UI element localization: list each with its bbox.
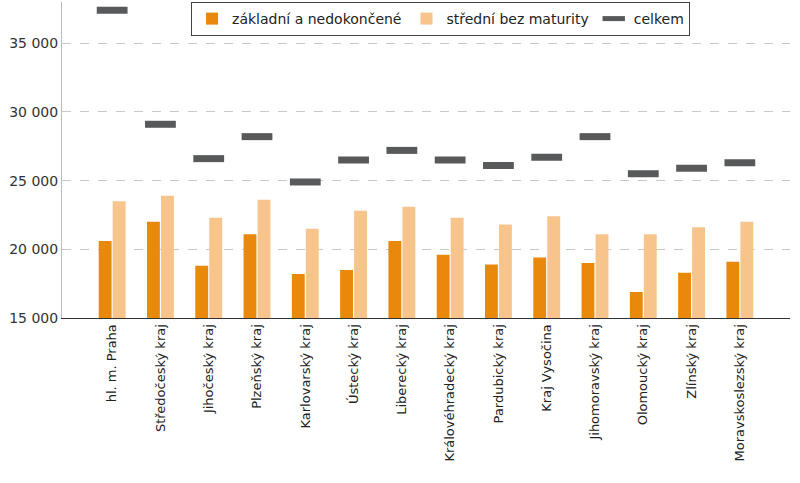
svg-text:15 000: 15 000 xyxy=(9,310,58,326)
svg-text:25 000: 25 000 xyxy=(9,173,58,189)
svg-text:Olomoucký kraj: Olomoucký kraj xyxy=(636,324,651,425)
svg-text:30 000: 30 000 xyxy=(9,104,58,120)
svg-text:35 000: 35 000 xyxy=(9,35,58,51)
svg-text:Ústecký kraj: Ústecký kraj xyxy=(346,324,361,404)
svg-text:hl. m. Praha: hl. m. Praha xyxy=(104,324,119,402)
svg-text:Liberecký kraj: Liberecký kraj xyxy=(394,324,409,415)
svg-text:Plzeňský kraj: Plzeňský kraj xyxy=(249,324,264,409)
svg-text:Středočeský kraj: Středočeský kraj xyxy=(153,324,168,432)
svg-text:Jihočeský kraj: Jihočeský kraj xyxy=(201,324,216,414)
svg-text:základní a nedokončené: základní a nedokončené xyxy=(232,11,401,27)
svg-text:Moravskoslezský kraj: Moravskoslezský kraj xyxy=(732,324,747,461)
svg-text:Karlovarský kraj: Karlovarský kraj xyxy=(298,324,313,428)
svg-text:Královéhradecký kraj: Královéhradecký kraj xyxy=(442,324,457,461)
svg-text:celkem: celkem xyxy=(634,11,684,27)
svg-text:Jihomoravský kraj: Jihomoravský kraj xyxy=(587,324,602,440)
svg-text:Kraj Vysočina: Kraj Vysočina xyxy=(539,324,554,412)
svg-text:střední bez maturity: střední bez maturity xyxy=(446,11,588,27)
svg-text:20 000: 20 000 xyxy=(9,241,58,257)
svg-text:Pardubický kraj: Pardubický kraj xyxy=(491,324,506,423)
svg-text:Zlínský kraj: Zlínský kraj xyxy=(684,324,699,398)
